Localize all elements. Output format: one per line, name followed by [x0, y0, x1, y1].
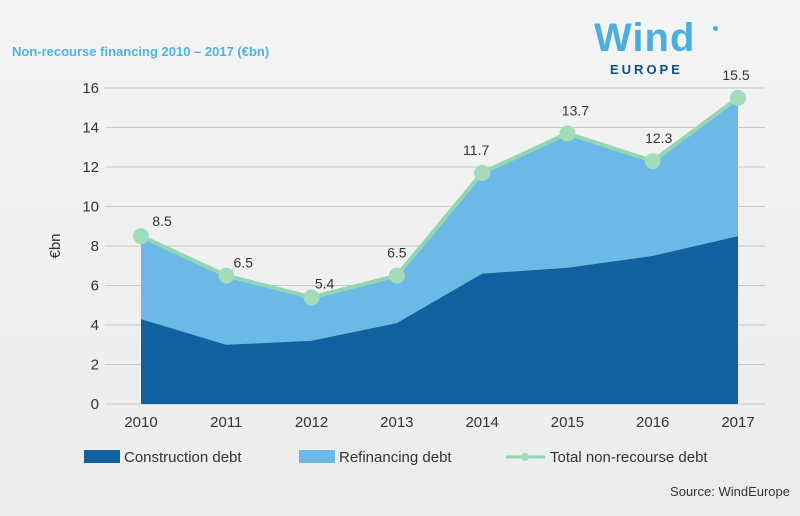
y-axis-ticks: 0 2 4 6 8 10 12 14 16	[82, 80, 99, 413]
areas	[141, 97, 738, 404]
legend-label-construction: Construction debt	[124, 449, 242, 466]
windeurope-logo: Wind EUROPE	[594, 16, 724, 78]
data-label: 13.7	[562, 102, 589, 118]
legend-swatch-construction	[84, 450, 120, 463]
y-tick-label: 14	[82, 120, 99, 137]
y-tick-label: 0	[91, 396, 99, 413]
legend-label-total: Total non-recourse debt	[550, 449, 708, 466]
data-label: 5.4	[315, 275, 335, 291]
data-labels: 8.5 6.5 5.4 6.5 11.7 13.7 12.3 15.5	[152, 67, 750, 291]
y-tick-label: 8	[91, 238, 99, 255]
x-tick-label: 2016	[636, 414, 669, 431]
total-marker	[559, 125, 576, 142]
logo-dot	[713, 26, 718, 31]
y-tick-label: 4	[91, 317, 99, 334]
total-marker	[388, 267, 405, 284]
data-label: 12.3	[645, 130, 672, 146]
total-marker	[133, 228, 149, 245]
x-tick-label: 2013	[380, 414, 413, 431]
total-marker	[218, 267, 235, 284]
legend-swatch-refinancing	[299, 450, 335, 463]
total-marker	[730, 89, 746, 106]
y-tick-label: 2	[91, 357, 99, 374]
x-tick-label: 2012	[295, 414, 328, 431]
total-marker	[303, 289, 320, 306]
legend-marker-total	[521, 453, 529, 461]
data-label: 6.5	[234, 255, 254, 271]
x-tick-label: 2014	[465, 414, 498, 431]
data-label: 6.5	[387, 245, 407, 261]
y-tick-label: 12	[82, 159, 99, 176]
y-tick-label: 6	[91, 278, 99, 295]
logo-europe-text: EUROPE	[610, 62, 683, 77]
data-label: 15.5	[722, 67, 749, 83]
data-label: 8.5	[152, 213, 172, 229]
x-tick-label: 2017	[721, 414, 754, 431]
x-tick-label: 2015	[551, 414, 584, 431]
y-tick-label: 16	[82, 80, 99, 97]
legend: Construction debt Refinancing debt Total n…	[84, 449, 708, 466]
logo-wind-text: Wind	[594, 16, 696, 60]
x-tick-label: 2011	[210, 414, 242, 431]
source-note: Source: WindEurope	[670, 484, 790, 499]
data-label: 11.7	[463, 142, 489, 158]
construction-area	[141, 236, 738, 404]
total-marker	[474, 164, 491, 181]
chart-title: Non-recourse financing 2010 – 2017 (€bn)	[12, 44, 270, 59]
x-tick-label: 2010	[124, 414, 157, 431]
refinancing-area	[141, 97, 738, 345]
total-line-path	[140, 96, 740, 300]
y-axis-label: €bn	[47, 233, 64, 258]
total-marker	[644, 153, 661, 170]
total-line	[133, 89, 746, 306]
x-axis-ticks: 2010 2011 2012 2013 2014 2015 2016 2017	[124, 414, 754, 431]
legend-label-refinancing: Refinancing debt	[339, 449, 452, 466]
y-tick-label: 10	[82, 199, 99, 216]
